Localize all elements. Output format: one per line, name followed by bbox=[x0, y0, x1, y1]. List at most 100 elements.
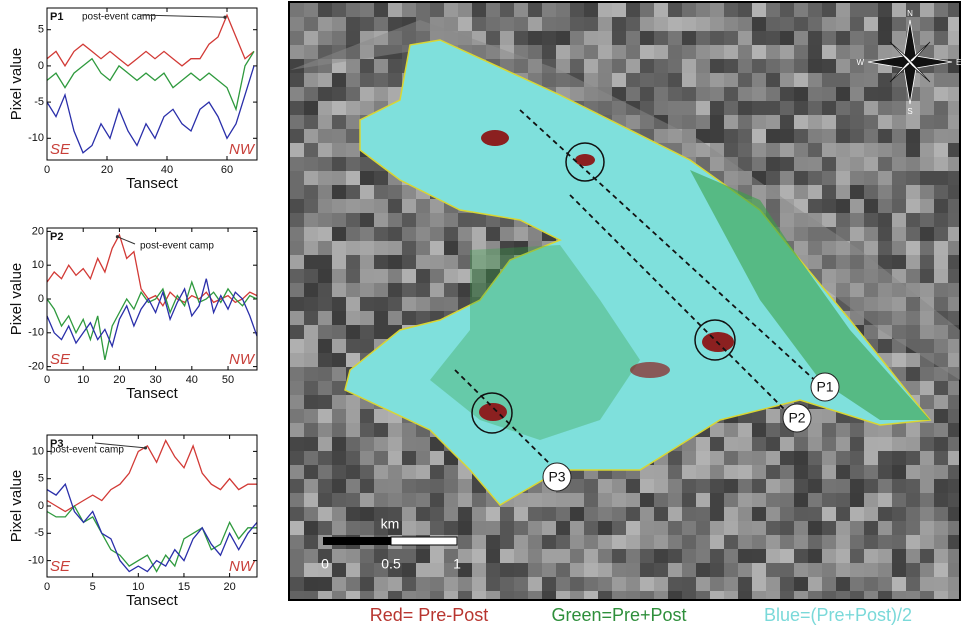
map-pixel bbox=[290, 143, 304, 157]
map-pixel bbox=[332, 465, 346, 479]
map-pixel bbox=[920, 269, 934, 283]
map-pixel bbox=[556, 17, 570, 31]
map-pixel bbox=[794, 115, 808, 129]
map-pixel bbox=[304, 185, 318, 199]
map-pixel bbox=[808, 507, 822, 521]
map-pixel bbox=[654, 549, 668, 563]
map-pixel bbox=[920, 479, 934, 493]
map-pixel bbox=[402, 199, 416, 213]
map-pixel bbox=[346, 339, 360, 353]
map-pixel bbox=[430, 549, 444, 563]
map-pixel bbox=[822, 59, 836, 73]
map-pixel bbox=[668, 45, 682, 59]
map-pixel bbox=[290, 17, 304, 31]
map-pixel bbox=[346, 465, 360, 479]
map-pixel bbox=[542, 577, 556, 591]
map-pixel bbox=[724, 45, 738, 59]
map-pixel bbox=[836, 101, 850, 115]
map-pixel bbox=[738, 59, 752, 73]
map-pixel bbox=[906, 451, 920, 465]
map-pixel bbox=[724, 549, 738, 563]
map-pixel bbox=[360, 241, 374, 255]
map-pixel bbox=[864, 577, 878, 591]
map-pixel bbox=[612, 549, 626, 563]
map-pixel bbox=[640, 535, 654, 549]
map-pixel bbox=[318, 325, 332, 339]
map-pixel bbox=[556, 535, 570, 549]
map-pixel bbox=[444, 479, 458, 493]
map-pixel bbox=[570, 479, 584, 493]
map-pixel bbox=[472, 227, 486, 241]
map-pixel bbox=[682, 493, 696, 507]
map-pixel bbox=[640, 479, 654, 493]
map-pixel bbox=[374, 199, 388, 213]
map-pixel bbox=[514, 563, 528, 577]
map-pixel bbox=[878, 115, 892, 129]
map-pixel bbox=[878, 479, 892, 493]
map-pixel bbox=[304, 45, 318, 59]
map-pixel bbox=[654, 507, 668, 521]
map-pixel bbox=[752, 59, 766, 73]
map-pixel bbox=[598, 493, 612, 507]
map-pixel bbox=[542, 535, 556, 549]
map-pixel bbox=[290, 87, 304, 101]
map-pixel bbox=[318, 157, 332, 171]
map-pixel bbox=[612, 3, 626, 17]
map-pixel bbox=[864, 325, 878, 339]
map-pixel bbox=[570, 591, 584, 599]
x-tick-label: 50 bbox=[222, 374, 234, 386]
map-pixel bbox=[654, 17, 668, 31]
map-pixel bbox=[864, 479, 878, 493]
map-pixel bbox=[794, 17, 808, 31]
map-pixel bbox=[696, 115, 710, 129]
map-pixel bbox=[402, 255, 416, 269]
map-pixel bbox=[668, 493, 682, 507]
map-pixel bbox=[304, 549, 318, 563]
map-pixel bbox=[934, 269, 948, 283]
camp bbox=[481, 130, 509, 146]
y-tick-label: -5 bbox=[34, 96, 44, 108]
map-pixel bbox=[598, 59, 612, 73]
map-pixel bbox=[304, 381, 318, 395]
map-pixel bbox=[920, 591, 934, 599]
map-pixel bbox=[332, 255, 346, 269]
map-pixel bbox=[668, 479, 682, 493]
x-axis-label: Tansect bbox=[126, 175, 179, 192]
map-pixel bbox=[850, 157, 864, 171]
map-pixel bbox=[822, 521, 836, 535]
map-pixel bbox=[346, 563, 360, 577]
map-pixel bbox=[808, 143, 822, 157]
map-pixel bbox=[836, 73, 850, 87]
map-pixel bbox=[724, 479, 738, 493]
map-pixel bbox=[808, 171, 822, 185]
map-pixel bbox=[752, 437, 766, 451]
map-pixel bbox=[934, 591, 948, 599]
map-pixel bbox=[444, 297, 458, 311]
map-pixel bbox=[892, 17, 906, 31]
map-pixel bbox=[374, 493, 388, 507]
map-pixel bbox=[892, 549, 906, 563]
map-pixel bbox=[696, 17, 710, 31]
map-pixel bbox=[906, 213, 920, 227]
map-pixel bbox=[808, 129, 822, 143]
map-pixel bbox=[752, 101, 766, 115]
map-pixel bbox=[850, 577, 864, 591]
map-pixel bbox=[584, 493, 598, 507]
map-pixel bbox=[864, 185, 878, 199]
map-pixel bbox=[332, 73, 346, 87]
map-pixel bbox=[948, 451, 959, 465]
map-pixel bbox=[626, 479, 640, 493]
map-pixel bbox=[514, 521, 528, 535]
map-pixel bbox=[836, 157, 850, 171]
map-pixel bbox=[710, 535, 724, 549]
map-pixel bbox=[332, 423, 346, 437]
map-pixel bbox=[738, 465, 752, 479]
map-pixel bbox=[738, 549, 752, 563]
map-pixel bbox=[766, 493, 780, 507]
map-pixel bbox=[332, 577, 346, 591]
map-pixel bbox=[332, 451, 346, 465]
map-pixel bbox=[332, 129, 346, 143]
map-pixel bbox=[346, 549, 360, 563]
camp bbox=[630, 362, 670, 378]
map-pixel bbox=[486, 227, 500, 241]
